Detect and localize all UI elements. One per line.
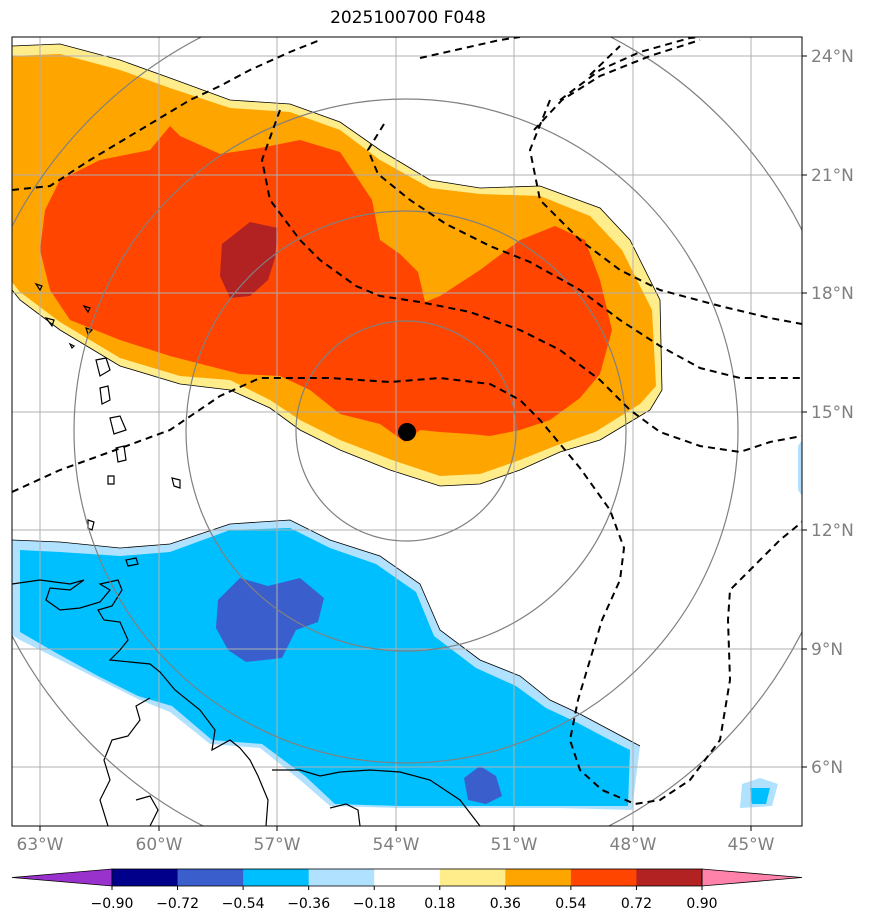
negative-anomaly-east-edge [798, 440, 802, 496]
colorbar-segment [374, 869, 441, 886]
map-title: 2025100700 F048 [330, 8, 486, 28]
lon-label: 45°W [728, 835, 775, 855]
dashed-contours [12, 37, 802, 806]
lon-label: 57°W [254, 835, 301, 855]
lon-label: 54°W [373, 835, 420, 855]
coastlines [12, 282, 481, 826]
lat-label: 15°N [811, 403, 854, 423]
positive-contour-line [12, 43, 663, 487]
colorbar-segment [243, 869, 310, 886]
colorbar-tick-label: −0.90 [91, 896, 134, 912]
grid-lines [12, 37, 802, 826]
colorbar-outline [111, 868, 703, 887]
lat-label: 24°N [811, 47, 854, 67]
colorbar-tick-label: 0.54 [555, 896, 586, 912]
lat-label: 21°N [811, 166, 854, 186]
negative-anomaly-high [216, 578, 324, 662]
colorbar-segment [505, 869, 572, 886]
distance-rings [12, 37, 802, 826]
lon-label: 48°W [610, 835, 657, 855]
lat-label: 18°N [811, 284, 854, 304]
colorbar-segment [636, 869, 703, 886]
colorbar-tick-label: −0.72 [156, 896, 199, 912]
negative-anomaly-east-core [750, 788, 770, 804]
colorbar-tick-label: −0.18 [353, 896, 396, 912]
lon-label: 51°W [491, 835, 538, 855]
latitude-labels: 24°N 21°N 18°N 15°N 12°N 9°N 6°N [802, 47, 854, 778]
lat-label: 12°N [811, 521, 854, 541]
lat-label: 9°N [811, 640, 843, 660]
longitude-labels: 63°W 60°W 57°W 54°W 51°W 48°W 45°W [17, 826, 775, 855]
colorbar-tick-label: 0.72 [621, 896, 652, 912]
storm-center-marker [398, 423, 416, 441]
negative-anomaly-mid [20, 528, 630, 806]
colorbar-segment [570, 869, 637, 886]
map-content [12, 37, 802, 826]
negative-anomaly-high-small [464, 766, 502, 804]
colorbar-segment [177, 869, 244, 886]
colorbar-extend-low [11, 868, 113, 887]
colorbar-segment [308, 869, 375, 886]
colorbar-tick-label: 0.18 [424, 896, 455, 912]
positive-anomaly-high [40, 126, 612, 442]
positive-anomaly-max [220, 222, 278, 298]
colorbar-tick-label: −0.36 [287, 896, 330, 912]
colorbar-tick-label: 0.36 [490, 896, 521, 912]
colorbar-tick-label: 0.90 [686, 896, 717, 912]
colorbar-tick-label: −0.54 [222, 896, 265, 912]
lon-label: 60°W [136, 835, 183, 855]
lat-label: 6°N [811, 758, 843, 778]
lon-label: 63°W [17, 835, 64, 855]
colorbar-segment [439, 869, 506, 886]
colorbar-extend-high [701, 868, 803, 887]
colorbar: −0.90 −0.72 −0.54 −0.36 −0.18 0.18 0.36 0.54 0.7… [11, 868, 803, 912]
map-frame [11, 36, 803, 827]
colorbar-segment [112, 869, 179, 886]
negative-contour-line [12, 519, 641, 747]
